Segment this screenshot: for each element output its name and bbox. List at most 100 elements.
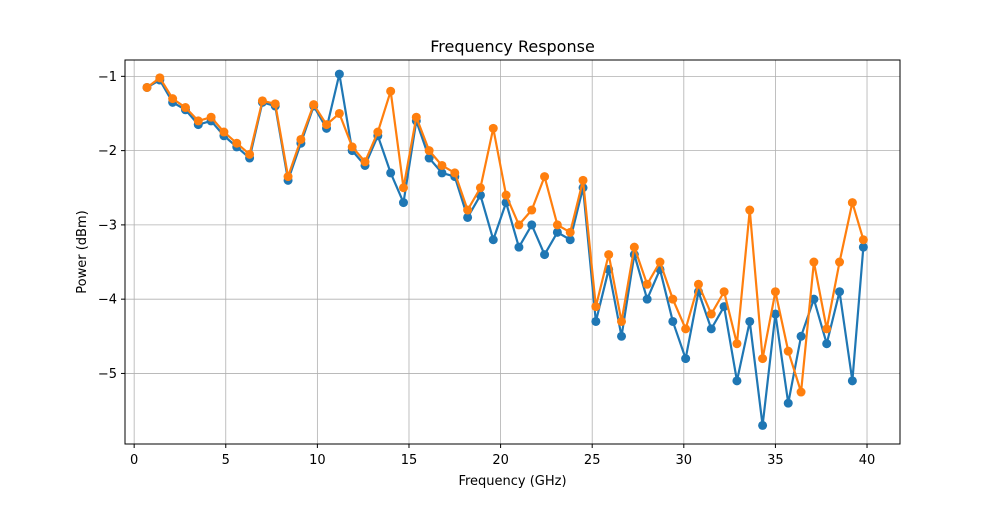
x-tick-label: 20 bbox=[492, 453, 509, 468]
series-2-point bbox=[334, 108, 344, 118]
x-tick-label: 25 bbox=[584, 453, 601, 468]
series-2-point bbox=[437, 160, 447, 170]
series-2-point bbox=[424, 146, 434, 156]
series-2-point bbox=[552, 220, 562, 230]
series-2-point bbox=[270, 99, 280, 109]
series-2-point bbox=[809, 257, 819, 267]
x-tick-label: 5 bbox=[222, 453, 230, 468]
series-1-point bbox=[527, 220, 537, 230]
series-1-line bbox=[146, 73, 865, 427]
series-1-point bbox=[745, 316, 755, 326]
x-axis-label: Frequency (GHz) bbox=[458, 474, 566, 489]
axes-frame bbox=[124, 59, 901, 445]
series-1 bbox=[142, 69, 868, 430]
grid bbox=[125, 60, 900, 444]
series-2-point bbox=[681, 324, 691, 334]
series-2-point bbox=[604, 250, 614, 260]
series-2-point bbox=[770, 287, 780, 297]
series-1-point bbox=[668, 316, 678, 326]
series-2-point bbox=[847, 198, 857, 208]
y-tick-label: −4 bbox=[98, 293, 117, 308]
series-1-point bbox=[398, 198, 408, 208]
series-2-point bbox=[642, 279, 652, 289]
series-2-point bbox=[411, 112, 421, 122]
series-1-point bbox=[591, 316, 601, 326]
series-2-point bbox=[693, 279, 703, 289]
series-2-point bbox=[514, 220, 524, 230]
series-1-point bbox=[858, 242, 868, 252]
series-1-point bbox=[822, 339, 832, 349]
series-2-point bbox=[540, 172, 550, 182]
series-2-point bbox=[501, 190, 511, 200]
series-2-point bbox=[283, 172, 293, 182]
series-1-point bbox=[463, 212, 473, 222]
series-1-point bbox=[437, 168, 447, 178]
series-2-point bbox=[488, 123, 498, 133]
series-2-line bbox=[146, 76, 865, 394]
series-layer bbox=[142, 69, 868, 430]
series-2-point bbox=[232, 138, 242, 148]
series-1-point bbox=[809, 294, 819, 304]
series-1-point bbox=[758, 420, 768, 430]
series-2-point bbox=[180, 103, 190, 113]
series-1-point bbox=[386, 168, 396, 178]
series-2-point bbox=[360, 157, 370, 167]
series-2-point bbox=[668, 294, 678, 304]
series-1-point bbox=[835, 287, 845, 297]
series-2-point bbox=[193, 116, 203, 126]
series-2-point bbox=[565, 227, 575, 237]
series-2-point bbox=[168, 94, 178, 104]
x-tick-label: 30 bbox=[676, 453, 693, 468]
series-2-point bbox=[527, 205, 537, 215]
y-tick-label: −5 bbox=[98, 367, 117, 382]
series-2-point bbox=[835, 257, 845, 267]
series-1-point bbox=[847, 376, 857, 386]
y-tick-label: −3 bbox=[98, 218, 117, 233]
y-tick-label: −1 bbox=[98, 70, 117, 85]
series-2-point bbox=[309, 100, 319, 110]
series-2-point bbox=[858, 235, 868, 245]
x-tick-label: 40 bbox=[859, 453, 876, 468]
ticks: 0 5 10 15 20 25 30 35 40 −1 −2 −3 −4 −5 bbox=[98, 70, 875, 468]
series-1-point bbox=[488, 235, 498, 245]
series-2-point bbox=[796, 387, 806, 397]
series-1-point bbox=[617, 331, 627, 341]
series-1-point bbox=[642, 294, 652, 304]
series-2 bbox=[142, 73, 868, 397]
series-2-point bbox=[745, 205, 755, 215]
series-1-point bbox=[783, 398, 793, 408]
series-1-point bbox=[796, 331, 806, 341]
series-1-point bbox=[424, 153, 434, 163]
x-tick-label: 10 bbox=[309, 453, 326, 468]
series-2-point bbox=[655, 257, 665, 267]
series-2-point bbox=[822, 324, 832, 334]
series-1-point bbox=[681, 354, 691, 364]
series-1-point bbox=[540, 250, 550, 260]
series-2-point bbox=[758, 354, 768, 364]
x-tick-label: 15 bbox=[401, 453, 418, 468]
series-2-point bbox=[386, 86, 396, 96]
series-1-point bbox=[706, 324, 716, 334]
series-2-point bbox=[296, 134, 306, 144]
series-2-point bbox=[347, 142, 357, 152]
series-2-point bbox=[719, 287, 729, 297]
series-2-point bbox=[591, 302, 601, 312]
series-2-point bbox=[629, 242, 639, 252]
series-2-point bbox=[206, 112, 216, 122]
series-1-point bbox=[552, 227, 562, 237]
series-2-point bbox=[322, 120, 332, 130]
series-2-point bbox=[450, 168, 460, 178]
series-2-point bbox=[617, 316, 627, 326]
x-tick-label: 35 bbox=[767, 453, 784, 468]
series-2-point bbox=[475, 183, 485, 193]
series-1-point bbox=[334, 69, 344, 79]
series-1-point bbox=[514, 242, 524, 252]
series-2-point bbox=[732, 339, 742, 349]
series-2-point bbox=[783, 346, 793, 356]
y-axis-label: Power (dBm) bbox=[75, 210, 90, 293]
y-tick-label: −2 bbox=[98, 144, 117, 159]
chart-title: Frequency Response bbox=[430, 37, 595, 56]
series-1-point bbox=[732, 376, 742, 386]
series-2-point bbox=[245, 149, 255, 159]
